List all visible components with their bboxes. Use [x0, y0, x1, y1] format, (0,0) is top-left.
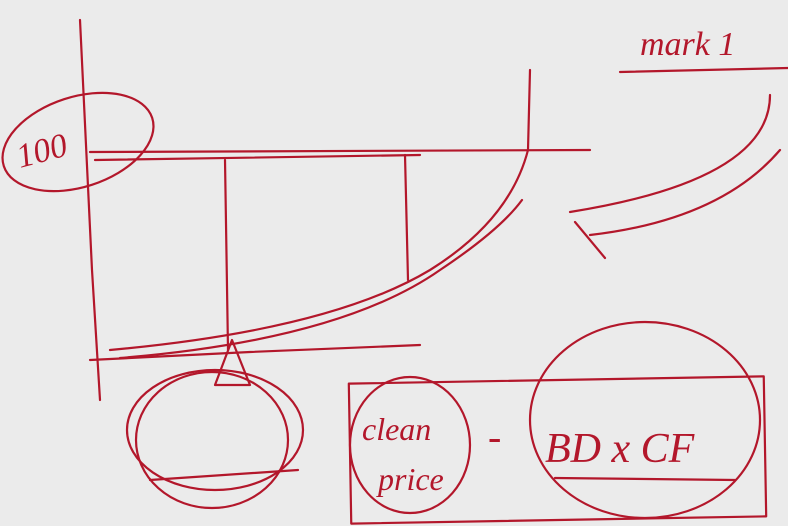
underline	[148, 468, 300, 482]
y-axis	[78, 18, 102, 402]
arrow	[568, 93, 772, 214]
circle	[125, 368, 305, 492]
underline	[618, 66, 788, 74]
par-line-2	[93, 153, 422, 162]
sketch-strokes	[1, 18, 788, 525]
underline	[553, 476, 737, 482]
price-curve	[108, 68, 532, 352]
pointer	[213, 338, 252, 387]
drop-line	[403, 153, 410, 282]
label: clean	[362, 411, 431, 447]
label: BD x CF	[545, 426, 695, 472]
circle	[1, 91, 155, 193]
price-curve-2	[118, 198, 524, 360]
circle	[528, 320, 762, 520]
label: -	[488, 414, 501, 459]
circle	[348, 375, 472, 515]
x-axis	[88, 343, 422, 362]
arrow	[573, 148, 782, 260]
par-line	[88, 148, 592, 154]
circle	[134, 370, 290, 510]
note: mark 1	[640, 26, 735, 63]
label: price	[376, 461, 444, 497]
drop-line	[223, 158, 230, 352]
